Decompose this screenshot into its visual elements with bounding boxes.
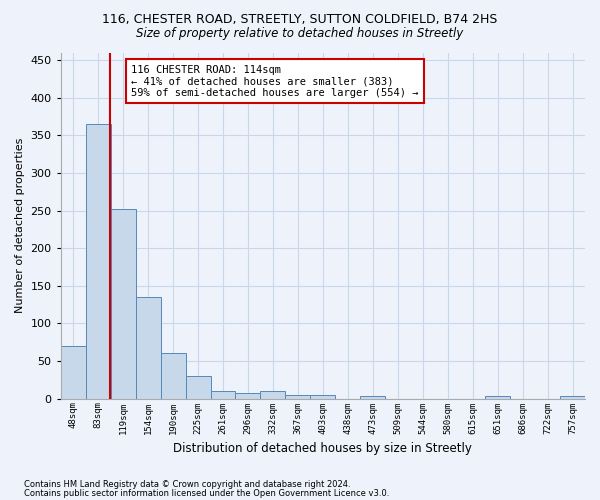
Text: 116 CHESTER ROAD: 114sqm
← 41% of detached houses are smaller (383)
59% of semi-: 116 CHESTER ROAD: 114sqm ← 41% of detach… — [131, 64, 419, 98]
Bar — [485, 396, 510, 398]
Text: Contains public sector information licensed under the Open Government Licence v3: Contains public sector information licen… — [24, 488, 389, 498]
Bar — [61, 346, 86, 399]
Bar — [86, 124, 110, 398]
Text: 116, CHESTER ROAD, STREETLY, SUTTON COLDFIELD, B74 2HS: 116, CHESTER ROAD, STREETLY, SUTTON COLD… — [103, 12, 497, 26]
Bar — [560, 396, 585, 398]
X-axis label: Distribution of detached houses by size in Streetly: Distribution of detached houses by size … — [173, 442, 472, 455]
Bar — [136, 297, 161, 398]
Bar — [161, 354, 185, 399]
Text: Size of property relative to detached houses in Streetly: Size of property relative to detached ho… — [136, 28, 464, 40]
Text: Contains HM Land Registry data © Crown copyright and database right 2024.: Contains HM Land Registry data © Crown c… — [24, 480, 350, 489]
Bar — [286, 395, 310, 398]
Bar — [361, 396, 385, 398]
Bar — [185, 376, 211, 398]
Bar — [110, 209, 136, 398]
Y-axis label: Number of detached properties: Number of detached properties — [15, 138, 25, 314]
Bar — [310, 395, 335, 398]
Bar — [260, 391, 286, 398]
Bar — [235, 392, 260, 398]
Bar — [211, 391, 235, 398]
